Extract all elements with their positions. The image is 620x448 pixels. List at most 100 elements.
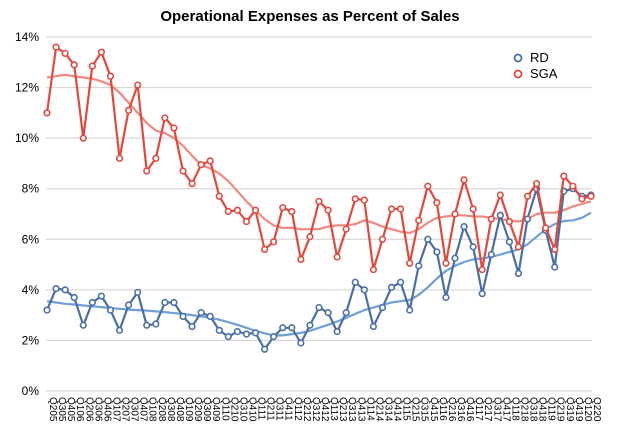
x-tick-label: Q217 xyxy=(482,397,493,422)
x-tick-label: Q115 xyxy=(401,397,412,421)
data-point-rd xyxy=(233,327,241,336)
x-tick-label: Q118 xyxy=(509,397,520,421)
y-tick-label: 8% xyxy=(22,182,40,196)
data-point-rd xyxy=(161,298,169,307)
data-point-sga xyxy=(224,207,232,216)
data-point-sga xyxy=(569,182,577,190)
data-point-rd xyxy=(369,322,378,331)
data-point-rd xyxy=(197,309,205,317)
data-point-rd xyxy=(279,324,287,332)
data-point-rd xyxy=(261,345,269,353)
data-point-rd xyxy=(224,333,232,341)
data-point-sga xyxy=(143,167,151,175)
data-point-rd xyxy=(306,321,314,329)
data-point-rd xyxy=(523,215,532,223)
data-point-sga xyxy=(469,205,477,213)
data-point-sga xyxy=(261,245,269,253)
x-tick-label: Q317 xyxy=(491,397,502,422)
data-point-sga xyxy=(333,253,341,261)
series-line-sga xyxy=(45,45,592,271)
x-tick-label: Q208 xyxy=(156,397,167,422)
x-axis-ticks: Q205Q305Q405Q106Q206Q306Q406Q107Q207Q307… xyxy=(47,397,602,422)
data-point-rd xyxy=(424,235,432,243)
data-point-rd xyxy=(79,321,87,329)
data-point-rd xyxy=(551,263,559,271)
x-tick-label: Q310 xyxy=(237,397,248,422)
data-point-rd xyxy=(115,326,124,334)
data-point-sga xyxy=(215,192,223,200)
data-point-sga xyxy=(342,225,350,233)
x-tick-label: Q417 xyxy=(500,397,511,422)
data-point-sga xyxy=(324,206,332,214)
data-point-sga xyxy=(88,62,96,70)
x-tick-label: Q311 xyxy=(274,397,285,421)
data-point-sga xyxy=(315,197,323,205)
y-axis-ticks: 0% 2% 4% 6% 8% 10% 12% 14% xyxy=(15,30,39,398)
data-point-rd xyxy=(52,284,60,293)
x-tick-label: Q116 xyxy=(437,397,448,421)
data-point-rd xyxy=(333,327,341,336)
trend-line-sga xyxy=(46,73,592,235)
x-tick-label: Q309 xyxy=(201,397,212,422)
data-point-sga xyxy=(424,182,432,190)
data-point-rd xyxy=(514,269,523,278)
data-point-sga xyxy=(125,106,133,114)
data-point-rd xyxy=(487,250,495,259)
x-tick-label: Q414 xyxy=(392,397,403,422)
grid xyxy=(46,36,592,392)
x-tick-label: Q308 xyxy=(165,397,176,422)
data-point-sga xyxy=(433,199,441,207)
data-point-sga xyxy=(532,180,541,188)
data-point-rd xyxy=(351,278,359,286)
x-tick-label: Q214 xyxy=(373,397,384,422)
series-lines xyxy=(43,43,595,353)
x-tick-label: Q319 xyxy=(564,397,575,422)
data-point-sga xyxy=(52,43,60,51)
legend-label-rd: RD xyxy=(530,50,549,65)
data-point-rd xyxy=(505,238,514,246)
data-point-sga xyxy=(297,255,305,264)
data-point-sga xyxy=(542,224,550,232)
x-tick-label: Q220 xyxy=(591,397,602,422)
x-tick-label: Q218 xyxy=(518,397,529,422)
x-tick-label: Q305 xyxy=(56,397,67,422)
y-tick-label: 10% xyxy=(15,131,39,145)
x-tick-label: Q111 xyxy=(256,397,267,420)
data-point-sga xyxy=(170,124,178,132)
data-point-sga xyxy=(505,217,514,226)
data-point-rd xyxy=(61,286,69,294)
data-point-sga xyxy=(279,204,287,212)
data-point-rd xyxy=(152,320,160,328)
data-point-rd xyxy=(442,293,450,302)
data-point-sga xyxy=(152,154,160,162)
data-point-sga xyxy=(79,134,87,142)
data-point-sga xyxy=(514,243,523,251)
x-tick-label: Q411 xyxy=(283,397,294,421)
data-point-sga xyxy=(496,191,504,199)
data-point-rd xyxy=(288,324,296,332)
data-point-rd xyxy=(433,248,441,256)
x-tick-label: Q205 xyxy=(47,397,58,422)
x-tick-label: Q109 xyxy=(183,397,194,422)
data-point-rd xyxy=(324,309,332,317)
data-point-sga xyxy=(387,205,396,213)
data-point-sga xyxy=(288,207,296,216)
data-point-sga xyxy=(415,216,423,224)
data-point-rd xyxy=(188,322,196,331)
legend-marker-rd xyxy=(513,53,523,63)
data-point-rd xyxy=(406,306,414,314)
chart-title: Operational Expenses as Percent of Sales xyxy=(160,8,459,25)
x-tick-label: Q315 xyxy=(419,397,430,422)
x-tick-label: Q307 xyxy=(129,397,140,422)
x-tick-label: Q418 xyxy=(537,397,548,422)
legend-label-sga: SGA xyxy=(530,66,558,81)
data-point-sga xyxy=(523,192,532,200)
data-point-sga xyxy=(369,266,378,274)
data-point-rd xyxy=(460,223,468,231)
data-point-sga xyxy=(478,266,486,274)
x-tick-label: Q206 xyxy=(83,397,94,422)
x-tick-label: Q415 xyxy=(428,397,439,422)
data-point-rd xyxy=(206,312,214,321)
data-point-sga xyxy=(560,172,568,180)
